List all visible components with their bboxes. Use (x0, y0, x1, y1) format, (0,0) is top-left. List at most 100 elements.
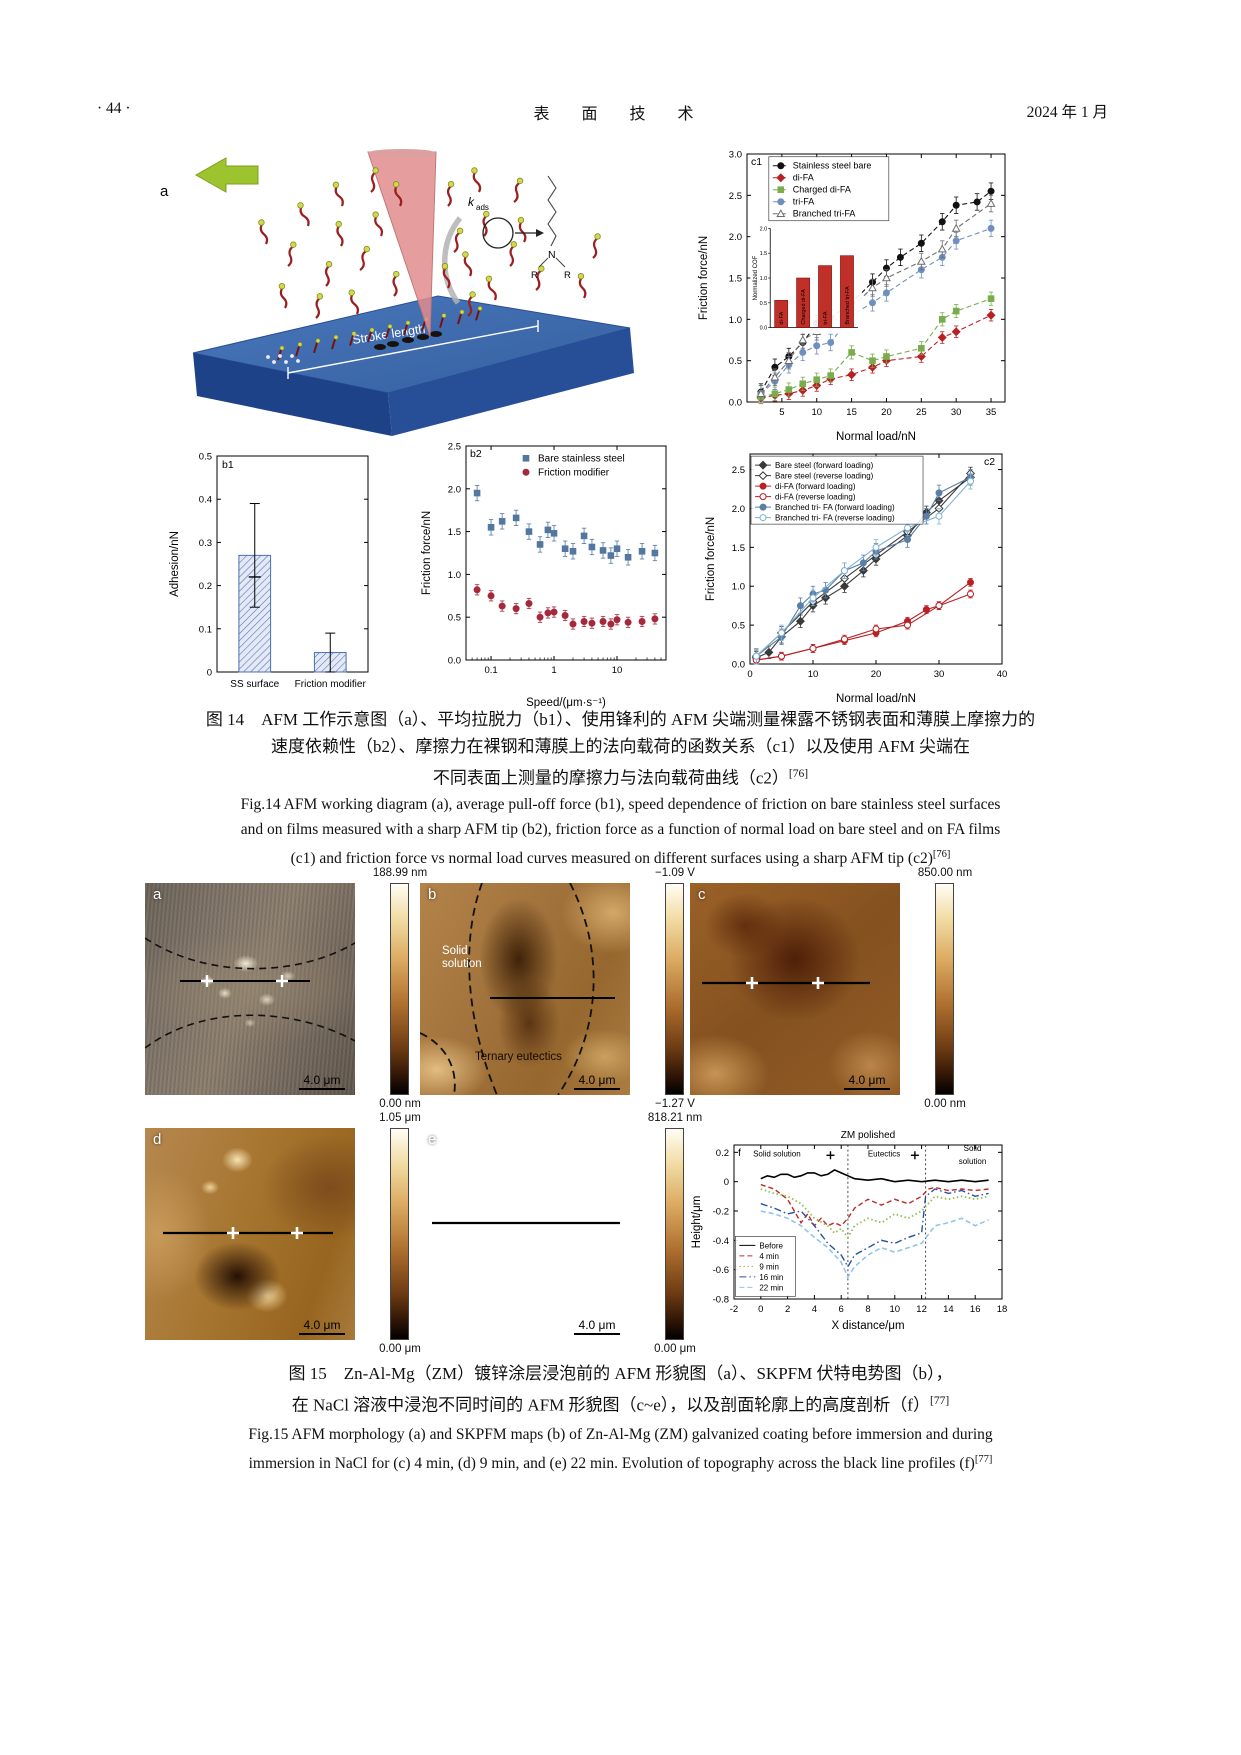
svg-text:18: 18 (997, 1304, 1008, 1315)
svg-text:Before: Before (759, 1241, 783, 1250)
svg-text:Normal load/nN: Normal load/nN (836, 693, 916, 705)
svg-text:12: 12 (916, 1304, 927, 1315)
svg-text:Friction modifier: Friction modifier (538, 467, 610, 478)
svg-text:0.5: 0.5 (729, 356, 742, 367)
chart-c1-friction-vs-load: 5 10 15 20 25 30 35 0.0 0.5 1.0 1.5 2.0 2.5 3.0 Normal… (698, 150, 1006, 443)
svg-text:8: 8 (865, 1304, 870, 1315)
panel-a-label: a (160, 183, 169, 200)
alkyl-chain-zigzag (547, 175, 557, 247)
svg-text:1: 1 (551, 665, 556, 676)
caption-line: and on films measured with a sharp AFM t… (240, 821, 1001, 838)
issue-date: 2024 年 1 月 (1026, 104, 1108, 121)
caption-line: Fig.14 AFM working diagram (a), average … (240, 796, 1001, 813)
svg-text:di-FA: di-FA (779, 311, 785, 324)
svg-text:Branched tri-FA: Branched tri-FA (845, 286, 851, 325)
afm-image-c: c 4.0 μm (690, 883, 900, 1095)
svg-text:15: 15 (846, 407, 857, 418)
substrate-left-face (193, 353, 392, 436)
molecule-highlight-circle (482, 217, 514, 249)
svg-text:0.1: 0.1 (199, 624, 212, 635)
fig15-caption-en: Fig.15 AFM morphology (a) and SKPFM maps… (60, 1422, 1181, 1476)
svg-text:1.5: 1.5 (729, 274, 742, 285)
svg-text:-0.2: -0.2 (713, 1207, 729, 1218)
colorbar (390, 883, 409, 1095)
scale-bar: 4.0 μm (844, 1073, 890, 1090)
svg-text:4 min: 4 min (759, 1252, 779, 1261)
reference-77: [77] (929, 1394, 950, 1407)
svg-text:0.5: 0.5 (760, 301, 768, 307)
svg-text:40: 40 (997, 669, 1008, 680)
svg-text:2.0: 2.0 (760, 226, 768, 232)
svg-text:-2: -2 (730, 1304, 738, 1315)
svg-text:Friction modifier: Friction modifier (295, 679, 367, 690)
panel-letter: d (153, 1131, 162, 1148)
fig14-caption-en: Fig.14 AFM working diagram (a), average … (60, 792, 1181, 871)
svg-text:20: 20 (881, 407, 892, 418)
colorbar-min-label: −1.27 V (655, 1098, 695, 1110)
colorbar-max-label: 850.00 nm (917, 867, 973, 879)
colorbar-min-label: 0.00 μm (654, 1343, 696, 1355)
panel-a-annotations (145, 937, 355, 1049)
colorbar (935, 883, 954, 1095)
colorbar-max-label: 818.21 nm (647, 1112, 703, 1124)
svg-text:0.0: 0.0 (729, 398, 742, 409)
sliding-direction-arrow-icon (194, 157, 259, 193)
svg-text:Normal load/nN: Normal load/nN (836, 431, 916, 443)
svg-text:0.5: 0.5 (448, 613, 461, 624)
panel-letter: a (153, 886, 162, 903)
svg-text:1.0: 1.0 (732, 582, 745, 593)
svg-text:Bare steel (forward loading): Bare steel (forward loading) (775, 461, 874, 470)
svg-text:5: 5 (779, 407, 784, 418)
fig15-caption-cn: 图 15 Zn-Al-Mg（ZM）镀锌涂层浸泡前的 AFM 形貌图（a）、SKP… (60, 1360, 1181, 1419)
svg-text:35: 35 (986, 407, 997, 418)
svg-text:1.5: 1.5 (732, 543, 745, 554)
svg-text:Branched tri- FA (reverse load: Branched tri- FA (reverse loading) (775, 514, 895, 523)
figure-15: 188.99 nm a 4.0 μm 0.00 nm −1.09 V b So (130, 863, 1090, 1363)
svg-text:20: 20 (871, 669, 882, 680)
svg-text:di-FA (reverse loading): di-FA (reverse loading) (775, 493, 856, 502)
svg-text:2.0: 2.0 (732, 504, 745, 515)
svg-text:di-FA (forward loading): di-FA (forward loading) (775, 482, 856, 491)
svg-text:6: 6 (839, 1304, 844, 1315)
chart-b2-friction-vs-speed: 0.1 1 10 0.0 0.5 1.0 1.5 2.0 2.5 Speed/(μm·s⁻¹) Fr… (421, 442, 667, 709)
panel-b-annotations (420, 883, 615, 1095)
colorbar (665, 1128, 684, 1340)
caption-line: 图 15 Zn-Al-Mg（ZM）镀锌涂层浸泡前的 AFM 形貌图（a）、SKP… (288, 1364, 953, 1383)
svg-text:f: f (738, 1147, 741, 1159)
svg-text:solution: solution (959, 1157, 987, 1166)
panel-d-annotations (163, 1227, 333, 1239)
svg-text:ZM polished: ZM polished (841, 1130, 895, 1141)
svg-text:16 min: 16 min (759, 1273, 783, 1282)
afm-schematic-panel-a: a Stroke length k ads (160, 149, 634, 436)
svg-text:Friction force/nN: Friction force/nN (421, 511, 433, 595)
caption-line: 不同表面上测量的摩擦力与法向载荷曲线（c2）[76] (432, 767, 809, 788)
svg-text:0: 0 (207, 668, 212, 679)
panel-letter: e (428, 1131, 437, 1148)
substrate-front-face (388, 328, 634, 436)
svg-text:0.1: 0.1 (484, 665, 497, 676)
skpfm-panel-b: −1.09 V b Solid solution Ternary eutecti… (420, 865, 720, 1115)
afm-panel-e: 818.21 nm e 4.0 μm 0.00 μm (420, 1110, 720, 1360)
caption-line: (c1) and friction force vs normal load c… (290, 849, 951, 868)
chart-c2-loading-curves: 0 10 20 30 40 0.0 0.5 1.0 1.5 2.0 2.5 Normal load/n… (705, 453, 1008, 705)
svg-text:-0.6: -0.6 (713, 1265, 729, 1276)
r-group-left: R (531, 270, 538, 281)
svg-text:Friction force/nN: Friction force/nN (705, 517, 717, 601)
svg-text:10: 10 (612, 665, 623, 676)
svg-text:2.0: 2.0 (448, 484, 461, 495)
ternary-eutectics-label: Ternary eutectics (475, 1051, 562, 1063)
figure-14: a Stroke length k ads (130, 146, 1025, 709)
colorbar-max-label: 188.99 nm (372, 867, 428, 879)
svg-text:Eutectics: Eutectics (868, 1150, 900, 1159)
afm-image-e: e 4.0 μm (420, 1128, 630, 1340)
svg-text:3.0: 3.0 (729, 150, 742, 161)
svg-text:0.5: 0.5 (199, 452, 212, 463)
svg-text:Bare steel (reverse loading): Bare steel (reverse loading) (775, 472, 874, 481)
svg-text:1.0: 1.0 (448, 570, 461, 581)
page-number: · 44 · (97, 100, 131, 117)
svg-text:X distance/μm: X distance/μm (831, 1320, 904, 1332)
svg-text:1.0: 1.0 (729, 315, 742, 326)
colorbar-min-label: 0.00 nm (379, 1098, 421, 1110)
svg-text:0.2: 0.2 (199, 581, 212, 592)
